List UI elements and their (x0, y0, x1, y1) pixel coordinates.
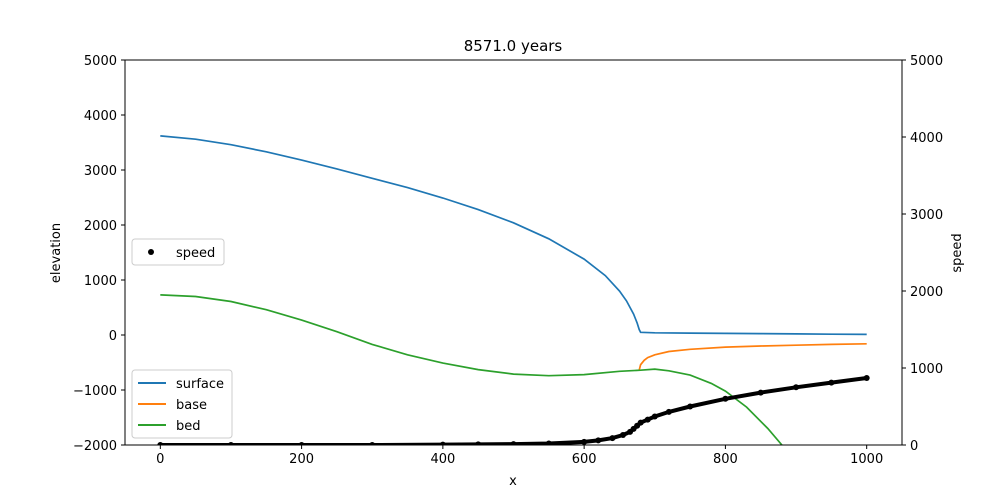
x-tick-label: 600 (572, 452, 597, 467)
series-speed-trace (158, 376, 869, 445)
right-y-tick-label: 2000 (910, 285, 943, 300)
series-speed-point (651, 413, 658, 420)
left-y-tick-label: 0 (109, 329, 117, 344)
series-speed-point (545, 440, 552, 445)
x-tick-label: 400 (430, 452, 455, 467)
series-speed-point (722, 395, 729, 402)
series-speed-point (637, 419, 644, 426)
series-speed-point (298, 442, 305, 445)
left-y-tick-label: −1000 (73, 384, 117, 399)
series-speed-point (644, 416, 651, 423)
series-speed-point (793, 384, 800, 391)
left-y-tick-label: 1000 (84, 274, 117, 289)
legend-label-bed: bed (176, 419, 201, 434)
right-y-axis-ticks: 0 1000 2000 3000 4000 5000 (902, 54, 943, 454)
legend-label-base: base (176, 398, 207, 413)
left-y-tick-label: 3000 (84, 164, 117, 179)
series-speed-point (828, 379, 835, 386)
series-speed-point (609, 435, 616, 442)
series-speed-point (619, 431, 626, 438)
series-speed (157, 375, 870, 445)
x-tick-label: 800 (713, 452, 738, 467)
series-surface-line (160, 135, 867, 336)
series-speed-point (227, 442, 234, 445)
series-speed-point (439, 441, 446, 445)
plot-lines (157, 135, 870, 445)
series-speed-point (581, 438, 588, 445)
left-y-tick-label: −2000 (73, 439, 117, 454)
x-tick-label: 200 (289, 452, 314, 467)
left-y-tick-label: 4000 (84, 109, 117, 124)
series-speed-point (510, 441, 517, 445)
legend-label-speed: speed (176, 246, 215, 261)
left-y-tick-label: 2000 (84, 219, 117, 234)
series-base-line (638, 342, 867, 371)
series-speed-point (157, 442, 164, 445)
left-y-tick-label: 5000 (84, 54, 117, 69)
right-y-tick-label: 1000 (910, 362, 943, 377)
axes-frame (124, 59, 903, 446)
left-y-axis-label: elevation (49, 223, 64, 283)
series-speed-point (595, 437, 602, 444)
speed-legend: speed (131, 238, 225, 266)
right-y-tick-label: 0 (910, 439, 918, 454)
left-y-axis-ticks: −2000 −1000 0 1000 2000 3000 4000 5000 (73, 54, 125, 454)
x-tick-label: 1000 (850, 452, 883, 467)
right-y-tick-label: 5000 (910, 54, 943, 69)
series-speed-point (863, 375, 870, 382)
series-speed-point (475, 441, 482, 445)
x-tick-label: 0 (156, 452, 164, 467)
legend-marker-speed (148, 249, 154, 255)
right-y-tick-label: 4000 (910, 131, 943, 146)
series-speed-point (665, 408, 672, 415)
x-axis-label: x (509, 474, 517, 489)
elevation-legend: surface base bed (131, 369, 233, 439)
right-y-axis-label: speed (950, 233, 965, 272)
chart-title: 8571.0 years (464, 37, 563, 55)
series-speed-point (687, 403, 694, 410)
right-y-tick-label: 3000 (910, 208, 943, 223)
x-axis-ticks: 0 200 400 600 800 1000 (156, 445, 883, 467)
legend-label-surface: surface (176, 377, 224, 392)
series-bed-line (160, 294, 783, 445)
series-speed-point (757, 389, 764, 396)
series-speed-point (369, 442, 376, 445)
